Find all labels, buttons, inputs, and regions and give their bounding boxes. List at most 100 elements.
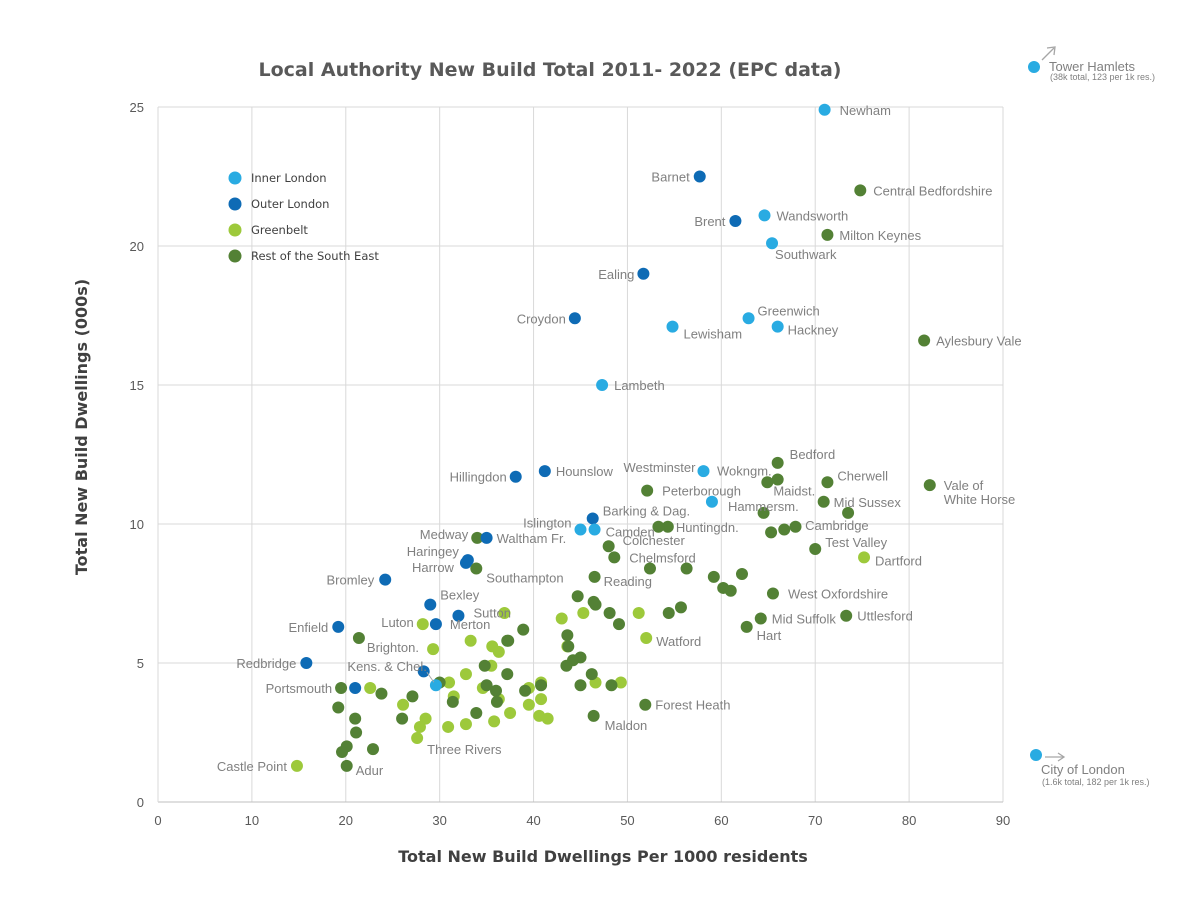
legend-label-rest-of-the-south-east: Rest of the South East (251, 249, 379, 263)
x-tick-label: 0 (154, 813, 161, 828)
point-label-merton: Merton (450, 617, 490, 632)
data-point-rest-of-the-south-east (854, 184, 867, 197)
outlier-annotations: Tower Hamlets(38k total, 123 per 1k res.… (1028, 46, 1155, 787)
point-label-mid-sussex: Mid Sussex (834, 495, 902, 510)
label-leader-line (426, 671, 435, 683)
data-point-greenbelt (488, 715, 501, 728)
data-point-rest-of-the-south-east (571, 590, 584, 603)
data-point-rest-of-the-south-east (789, 520, 802, 533)
point-label-hart: Hart (757, 628, 782, 643)
data-point-outer-london (693, 170, 706, 183)
point-label-hammersm: Hammersm. (728, 499, 799, 514)
point-label-adur: Adur (356, 763, 384, 778)
data-point-greenbelt (411, 732, 424, 745)
data-point-outer-london (424, 598, 437, 611)
data-point-greenbelt (459, 668, 472, 681)
annotation-title-city-of-london: City of London (1041, 762, 1125, 777)
point-label-mid-suffolk: Mid Suffolk (772, 612, 837, 627)
point-label-colchester: Colchester (623, 533, 686, 548)
data-point-rest-of-the-south-east (602, 540, 615, 553)
data-point-rest-of-the-south-east (661, 520, 674, 533)
data-point-rest-of-the-south-east (639, 698, 652, 711)
data-point-outer-london (538, 465, 551, 478)
data-point-rest-of-the-south-east (336, 745, 349, 758)
point-label-lambeth: Lambeth (614, 378, 665, 393)
point-label-bedford: Bedford (790, 447, 836, 462)
data-point-greenbelt (640, 631, 653, 644)
data-point-rest-of-the-south-east (535, 679, 548, 692)
data-point-rest-of-the-south-east (662, 606, 675, 619)
data-point-rest-of-the-south-east (840, 609, 853, 622)
data-point-inner-london (705, 495, 718, 508)
data-point-rest-of-the-south-east (761, 476, 774, 489)
data-point-greenbelt (427, 643, 440, 656)
data-point-rest-of-the-south-east (446, 695, 459, 708)
point-label-cherwell: Cherwell (837, 468, 888, 483)
y-tick-label: 15 (130, 378, 144, 393)
point-label-maldon: Maldon (605, 718, 648, 733)
point-label-westminster: Westminster (623, 460, 696, 475)
data-point-rest-of-the-south-east (707, 570, 720, 583)
point-label-reading: Reading (604, 574, 652, 589)
data-point-rest-of-the-south-east (587, 709, 600, 722)
data-point-inner-london (596, 379, 609, 391)
data-point-rest-of-the-south-east (652, 520, 665, 533)
data-point-rest-of-the-south-east (349, 712, 362, 725)
point-label-huntingdn: Huntingdn. (676, 520, 739, 535)
point-label-harrow: Harrow (412, 560, 455, 575)
point-label-castle-point: Castle Point (217, 759, 287, 774)
data-point-rest-of-the-south-east (757, 506, 770, 519)
y-tick-label: 20 (130, 239, 144, 254)
point-label-hounslow: Hounslow (556, 464, 614, 479)
data-point-greenbelt (541, 712, 554, 725)
legend-marker-greenbelt (228, 223, 242, 237)
data-point-greenbelt (364, 682, 377, 695)
point-label-bromley: Bromley (327, 573, 375, 588)
data-point-inner-london (666, 320, 679, 333)
y-axis-title: Total New Build Dwellings (000s) (72, 279, 91, 575)
data-point-rest-of-the-south-east (517, 623, 530, 636)
data-point-rest-of-the-south-east (680, 562, 693, 575)
data-point-rest-of-the-south-east (821, 476, 834, 489)
data-point-city-of-london (1030, 749, 1042, 761)
point-label-barking-dag: Barking & Dag. (603, 503, 690, 518)
point-label-milton-keynes: Milton Keynes (839, 228, 921, 243)
data-point-rest-of-the-south-east (641, 484, 654, 497)
x-tick-label: 60 (714, 813, 728, 828)
point-label-kens-chel: Kens. & Chel. (347, 659, 427, 674)
arrowhead-icon (1057, 752, 1066, 762)
data-point-rest-of-the-south-east (396, 712, 409, 725)
data-point-rest-of-the-south-east (674, 601, 687, 614)
point-label-hackney: Hackney (788, 323, 839, 338)
data-point-greenbelt (442, 720, 455, 733)
point-label-wokngm: Wokngm. (717, 464, 772, 479)
point-label-maidst: Maidst. (773, 483, 815, 498)
point-label-barnet: Barnet (651, 170, 690, 185)
point-label-white-horse: White Horse (944, 492, 1016, 507)
data-point-rest-of-the-south-east (335, 682, 348, 695)
x-tick-label: 10 (245, 813, 259, 828)
point-label-ealing: Ealing (598, 267, 634, 282)
data-point-rest-of-the-south-east (585, 668, 598, 681)
x-tick-label: 20 (339, 813, 353, 828)
data-point-rest-of-the-south-east (574, 679, 587, 692)
data-point-rest-of-the-south-east (817, 495, 830, 508)
data-point-outer-london (729, 214, 742, 227)
data-point-greenbelt (614, 676, 627, 689)
data-point-rest-of-the-south-east (561, 629, 574, 642)
point-label-hillingdon: Hillingdon (450, 470, 507, 485)
data-point-greenbelt (577, 606, 590, 619)
data-point-rest-of-the-south-east (643, 562, 656, 575)
data-point-rest-of-the-south-east (470, 707, 483, 720)
point-label-redbridge: Redbridge (236, 656, 296, 671)
data-point-rest-of-the-south-east (842, 506, 855, 519)
legend-marker-outer-london (228, 197, 242, 211)
y-tick-label: 25 (130, 100, 144, 115)
legend-label-outer-london: Outer London (251, 197, 329, 211)
data-point-rest-of-the-south-east (480, 679, 493, 692)
data-point-inner-london (758, 209, 771, 222)
point-label-aylesbury-vale: Aylesbury Vale (936, 334, 1022, 349)
data-point-greenbelt (555, 612, 568, 625)
data-point-outer-london (417, 665, 430, 678)
data-point-rest-of-the-south-east (771, 473, 784, 486)
